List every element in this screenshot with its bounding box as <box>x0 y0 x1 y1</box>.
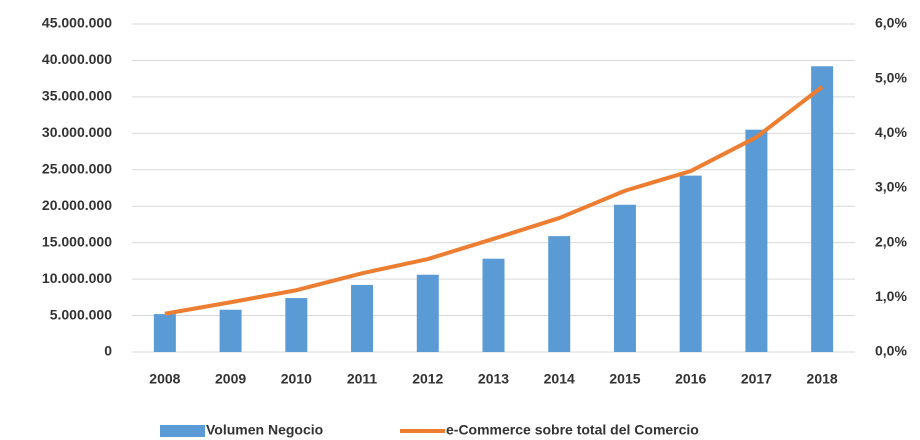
bar <box>613 204 636 352</box>
y-tick-label: 20.000.000 <box>42 197 112 213</box>
legend-swatch <box>160 425 205 437</box>
bar <box>482 258 505 352</box>
x-tick-label: 2015 <box>609 371 640 387</box>
x-tick-label: 2011 <box>347 371 378 387</box>
x-tick-label: 2017 <box>741 371 772 387</box>
bar <box>416 274 439 352</box>
x-tick-label: 2014 <box>544 371 575 387</box>
y2-tick-label: 4,0% <box>875 124 907 140</box>
y-tick-label: 30.000.000 <box>42 124 112 140</box>
bar <box>153 314 176 352</box>
y2-tick-label: 5,0% <box>875 69 907 85</box>
y2-tick-label: 6,0% <box>875 15 907 31</box>
x-tick-label: 2012 <box>412 371 443 387</box>
y2-tick-label: 0,0% <box>875 343 907 359</box>
x-tick-label: 2009 <box>215 371 246 387</box>
bar <box>285 298 308 352</box>
x-tick-label: 2010 <box>281 371 312 387</box>
y2-tick-label: 1,0% <box>875 288 907 304</box>
x-tick-label: 2018 <box>807 371 838 387</box>
bar <box>679 175 702 352</box>
y-tick-label: 10.000.000 <box>42 270 112 286</box>
legend-label: Volumen Negocio <box>206 422 323 438</box>
y-tick-label: 35.000.000 <box>42 88 112 104</box>
line <box>164 85 824 316</box>
y-tick-label: 15.000.000 <box>42 233 112 249</box>
y2-tick-label: 3,0% <box>875 179 907 195</box>
x-tick-label: 2008 <box>149 371 180 387</box>
x-tick-label: 2016 <box>675 371 706 387</box>
bar <box>351 284 374 352</box>
y-tick-label: 0 <box>104 343 112 359</box>
y-tick-label: 45.000.000 <box>42 15 112 31</box>
y-tick-label: 25.000.000 <box>42 160 112 176</box>
y2-tick-label: 2,0% <box>875 233 907 249</box>
y-tick-label: 5.000.000 <box>50 306 112 322</box>
y-tick-label: 40.000.000 <box>42 51 112 67</box>
bar <box>745 129 768 352</box>
bar <box>548 236 571 352</box>
legend-label: e-Commerce sobre total del Comercio <box>446 422 699 438</box>
bar <box>219 309 242 352</box>
bar <box>811 66 834 352</box>
x-tick-label: 2013 <box>478 371 509 387</box>
